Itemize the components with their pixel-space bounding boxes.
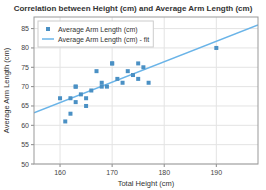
point xyxy=(110,61,114,65)
tick-label: 160 xyxy=(54,169,66,176)
point xyxy=(110,61,114,65)
grid-line xyxy=(34,67,258,68)
grid xyxy=(34,17,258,164)
point xyxy=(68,96,72,100)
tick-label: 70 xyxy=(21,83,29,90)
frame xyxy=(34,17,258,164)
plot-area xyxy=(34,17,258,164)
tick-label: 60 xyxy=(21,122,29,129)
legend: Average Arm Length (cm) Average Arm Lengt… xyxy=(38,21,153,47)
point xyxy=(141,65,145,69)
point xyxy=(89,89,93,93)
tick-label: 75 xyxy=(21,64,29,71)
title: Correlation between Height (cm) and Aver… xyxy=(14,4,253,13)
grid-line xyxy=(34,105,258,106)
point xyxy=(136,77,140,81)
grid-line xyxy=(34,86,258,87)
point xyxy=(84,104,88,108)
point xyxy=(105,85,109,89)
point xyxy=(68,112,72,116)
legend-swatch xyxy=(46,27,50,31)
point xyxy=(58,96,62,100)
tick-label: 55 xyxy=(21,141,29,148)
point xyxy=(74,85,78,89)
legend-label: Average Arm Length (cm) xyxy=(58,26,138,34)
tick-label: 80 xyxy=(21,44,29,51)
point xyxy=(100,85,104,89)
grid-line xyxy=(216,17,217,164)
grid-line xyxy=(34,144,258,145)
tick-label: 65 xyxy=(21,102,29,109)
grid-line xyxy=(164,17,165,164)
point xyxy=(63,119,67,123)
tick-label: 180 xyxy=(158,169,170,176)
point xyxy=(115,77,119,81)
point xyxy=(74,85,78,89)
point xyxy=(95,69,99,73)
point xyxy=(84,96,88,100)
point xyxy=(136,61,140,65)
point xyxy=(131,73,135,77)
tick-label: 50 xyxy=(21,161,29,168)
tick-label: 85 xyxy=(21,25,29,32)
legend-label: Average Arm Length (cm) - fit xyxy=(58,36,149,44)
marks xyxy=(34,25,258,124)
grid-line xyxy=(34,47,258,48)
point xyxy=(214,46,218,50)
point xyxy=(147,81,151,85)
point xyxy=(100,81,104,85)
fit-line xyxy=(34,25,258,113)
point xyxy=(126,69,130,73)
legend-frame xyxy=(38,21,153,47)
y-axis-label: Average Arm Length (cm) xyxy=(2,47,11,133)
point xyxy=(74,100,78,104)
point xyxy=(79,92,83,96)
tick-label: 170 xyxy=(106,169,118,176)
point xyxy=(121,81,125,85)
grid-line xyxy=(34,125,258,126)
chart: 50 55 60 65 70 75 80 85 160 170 180 190 Correlation … xyxy=(0,0,266,190)
tick-label: 190 xyxy=(210,169,222,176)
legend-swatch xyxy=(42,38,54,40)
x-axis-label: Total Height (cm) xyxy=(118,179,175,188)
